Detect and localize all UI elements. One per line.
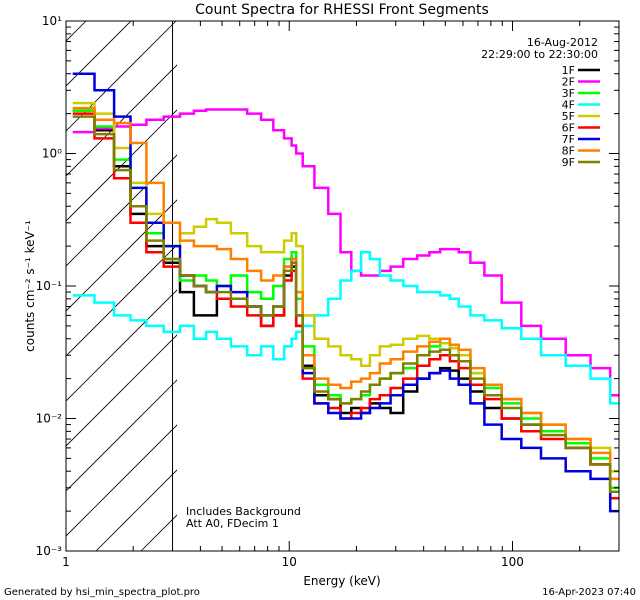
series-2F [72,108,619,397]
y-tick-label: 10⁰ [42,147,62,161]
annotation-attenuator: Att A0, FDecim 1 [186,517,279,530]
series-6F [72,112,619,500]
excluded-energy-hatch [66,21,177,551]
plot-frame [65,20,620,552]
date-label: 16-Aug-2012 [527,36,598,49]
hatch-line [95,469,177,551]
x-tick-label: 100 [501,555,524,569]
legend-label-4F: 4F [562,99,575,112]
y-tick-label: 10¹ [42,14,62,28]
series-group [72,72,619,513]
x-tick-label: 10 [282,555,297,569]
y-tick-label: 10⁻³ [36,544,63,558]
legend-label-1F: 1F [562,64,575,77]
series-1F [72,109,619,490]
hatch-line [66,244,177,357]
x-tick-label: 1 [62,555,70,569]
series-9F [72,115,619,494]
x-axis-label: Energy (keV) [303,574,380,588]
chart-title: Count Spectra for RHESSI Front Segments [195,2,489,18]
axis-tick-labels: 1 10 100 10⁻³ 10⁻² 10⁻¹ 10⁰ 10¹ [36,14,524,569]
annotation-background: Includes Background [186,505,301,518]
generated-by-footer: Generated by hsi_min_spectra_plot.pro [4,587,200,598]
hatch-line [66,424,177,537]
timestamp-footer: 16-Apr-2023 07:40 [542,587,636,598]
hatch-line [66,199,177,312]
time-range-label: 22:29:00 to 22:30:00 [481,48,598,61]
y-tick-label: 10⁻¹ [36,279,63,293]
legend-label-5F: 5F [562,110,575,123]
hatch-line [66,64,177,177]
series-8F [72,106,619,481]
series-5F [72,101,619,473]
y-axis-label: counts cm⁻² s⁻¹ keV⁻¹ [23,220,37,352]
y-tick-label: 10⁻² [36,412,63,426]
legend-label-3F: 3F [562,87,575,100]
legend-label-6F: 6F [562,122,575,135]
legend-label-7F: 7F [562,133,575,146]
legend-label-2F: 2F [562,76,575,89]
hatch-line [66,379,177,492]
axis-ticks [65,20,620,552]
legend-label-8F: 8F [562,145,575,158]
series-7F [72,72,619,513]
legend-label-9F: 9F [562,156,575,169]
series-4F [72,250,619,405]
